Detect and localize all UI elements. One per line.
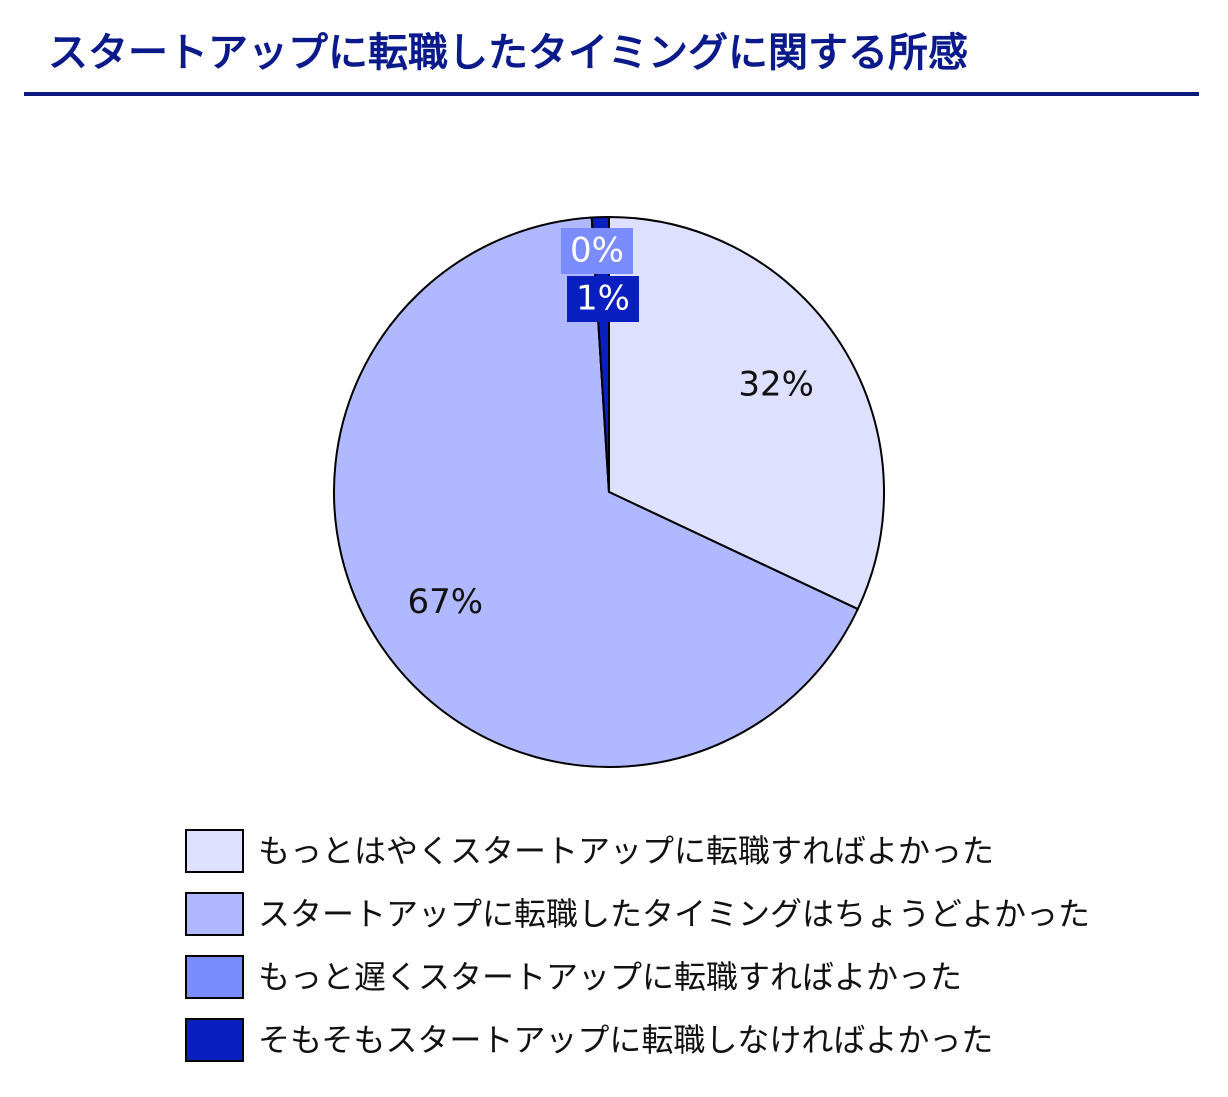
legend-label: スタートアップに転職したタイミングはちょうどよかった — [258, 895, 1090, 933]
title-rule — [24, 92, 1199, 96]
legend-label: もっとはやくスタートアップに転職すればよかった — [258, 832, 994, 870]
value-label-box — [567, 276, 639, 322]
legend: もっとはやくスタートアップに転職すればよかったスタートアップに転職したタイミング… — [185, 829, 1090, 1062]
chart-title: スタートアップに転職したタイミングに関する所感 — [48, 30, 968, 76]
value-label: 67% — [407, 582, 483, 622]
legend-swatch — [185, 1018, 244, 1062]
value-label: 32% — [738, 364, 814, 404]
value-label: 1% — [576, 279, 630, 319]
value-label-box — [561, 228, 633, 274]
pie-slice — [333, 216, 860, 768]
legend-label: そもそもスタートアップに転職しなければよかった — [258, 1021, 993, 1059]
legend-swatch — [185, 829, 244, 873]
legend-swatch — [185, 892, 244, 936]
pie-slice — [608, 215, 885, 611]
legend-label: もっと遅くスタートアップに転職すればよかった — [258, 958, 962, 996]
pie — [333, 215, 885, 768]
value-label: 0% — [570, 231, 624, 271]
value-labels: 32% 67% 0% 1% — [407, 228, 814, 622]
legend-swatch — [185, 955, 244, 999]
